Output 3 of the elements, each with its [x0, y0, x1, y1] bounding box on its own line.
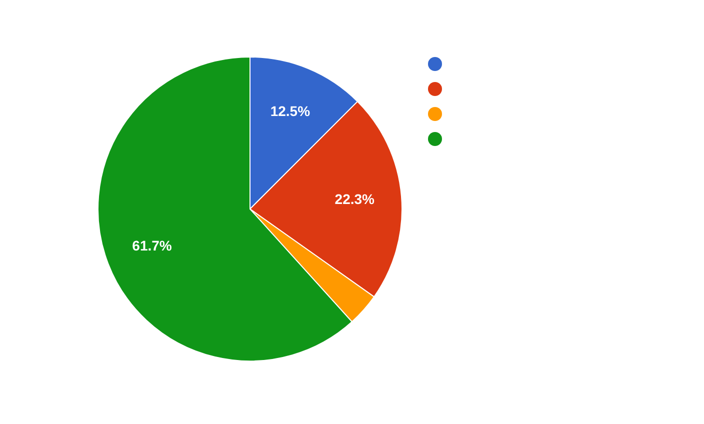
data-label: 22.3%: [334, 191, 376, 208]
data-label: 12.5%: [270, 102, 311, 119]
data-label: 61.7%: [132, 238, 172, 254]
